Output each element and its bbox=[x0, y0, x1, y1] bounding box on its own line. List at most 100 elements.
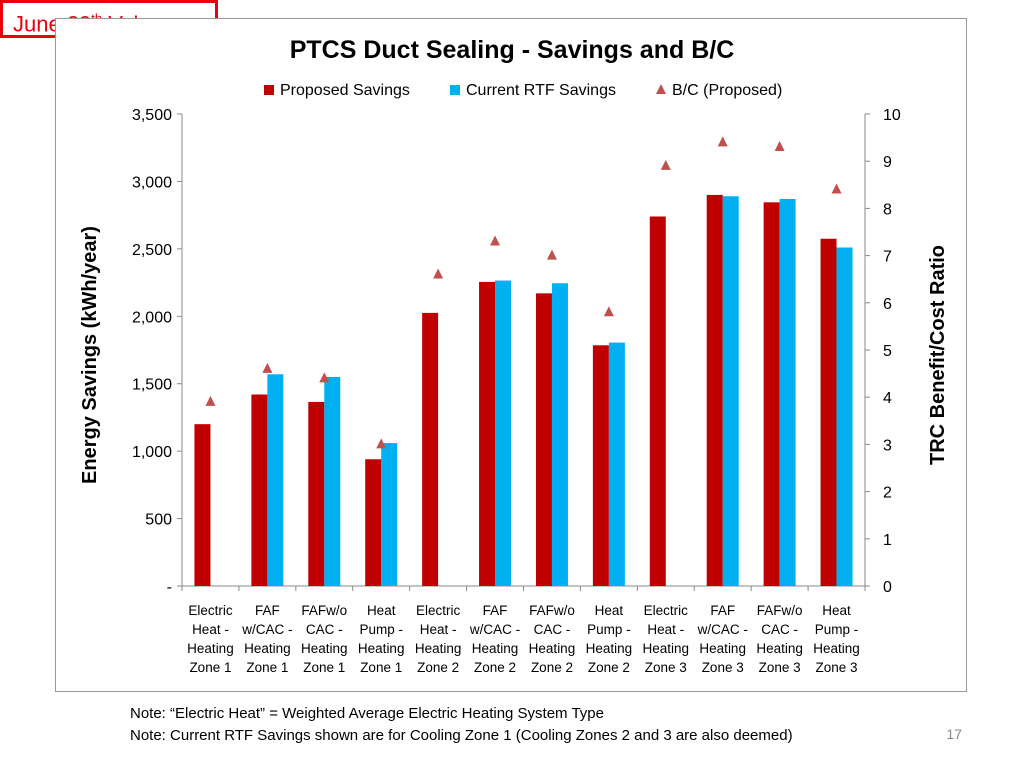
bar-current-rtf-savings bbox=[495, 280, 512, 586]
x-tick-label: w/CAC - bbox=[469, 622, 520, 637]
y-tick-label: 500 bbox=[145, 512, 172, 529]
y2-tick-label: 6 bbox=[883, 296, 892, 313]
x-tick-label: FAF bbox=[255, 603, 280, 618]
legend-label-1: Proposed Savings bbox=[280, 82, 410, 99]
x-tick-label: Zone 3 bbox=[645, 660, 687, 675]
x-tick-label: Pump - bbox=[815, 622, 859, 637]
x-tick-label: Zone 1 bbox=[303, 660, 345, 675]
marker-bc-proposed bbox=[319, 372, 330, 383]
y2-tick-label: 1 bbox=[883, 532, 892, 549]
y-tick-label: 1,000 bbox=[132, 444, 172, 461]
x-tick-label: Zone 2 bbox=[588, 660, 630, 675]
x-tick-label: Electric bbox=[644, 603, 689, 618]
bar-proposed-savings bbox=[706, 194, 723, 586]
x-tick-label: CAC - bbox=[306, 622, 343, 637]
bar-current-rtf-savings bbox=[381, 443, 398, 586]
x-tick-label: Heat - bbox=[647, 622, 684, 637]
bar-current-rtf-savings bbox=[267, 374, 284, 586]
y-tick-label: 2,000 bbox=[132, 309, 172, 326]
x-tick-label: FAFw/o bbox=[757, 603, 803, 618]
marker-bc-proposed bbox=[490, 235, 501, 246]
x-tick-label: Heating bbox=[813, 641, 860, 656]
x-tick-label: Zone 1 bbox=[189, 660, 231, 675]
marker-bc-proposed bbox=[717, 136, 728, 147]
bar-current-rtf-savings bbox=[779, 198, 796, 586]
x-tick-label: Heating bbox=[301, 641, 348, 656]
bar-current-rtf-savings bbox=[836, 247, 853, 586]
x-tick-label: Heat - bbox=[420, 622, 457, 637]
x-tick-label: Zone 1 bbox=[246, 660, 288, 675]
x-tick-label: Heating bbox=[244, 641, 291, 656]
x-tick-label: CAC - bbox=[761, 622, 798, 637]
y2-tick-label: 9 bbox=[883, 154, 892, 171]
x-tick-label: Pump - bbox=[587, 622, 631, 637]
y2-tick-label: 4 bbox=[883, 390, 892, 407]
y2-tick-label: 8 bbox=[883, 201, 892, 218]
bar-proposed-savings bbox=[479, 281, 496, 586]
y2-tick-label: 2 bbox=[883, 485, 892, 502]
marker-bc-proposed bbox=[262, 362, 273, 373]
x-tick-label: Heating bbox=[756, 641, 803, 656]
x-tick-label: Electric bbox=[416, 603, 461, 618]
x-tick-label: Zone 2 bbox=[531, 660, 573, 675]
bar-current-rtf-savings bbox=[551, 283, 568, 586]
x-tick-label: Zone 3 bbox=[702, 660, 744, 675]
y2-tick-label: 5 bbox=[883, 343, 892, 360]
y2-axis-title: TRC Benefit/Cost Ratio bbox=[927, 245, 949, 465]
x-tick-label: Zone 2 bbox=[417, 660, 459, 675]
bar-proposed-savings bbox=[194, 424, 211, 586]
y2-tick-label: 10 bbox=[883, 107, 901, 124]
x-tick-label: Heating bbox=[699, 641, 746, 656]
x-tick-label: Heating bbox=[643, 641, 690, 656]
bar-proposed-savings bbox=[649, 216, 666, 586]
bar-current-rtf-savings bbox=[324, 376, 341, 586]
y-tick-label: 2,500 bbox=[132, 242, 172, 259]
x-tick-label: Heating bbox=[529, 641, 576, 656]
x-tick-label: Heating bbox=[187, 641, 234, 656]
x-tick-label: CAC - bbox=[534, 622, 571, 637]
y2-tick-label: 7 bbox=[883, 249, 892, 266]
note-2: Note: Current RTF Savings shown are for … bbox=[130, 727, 793, 744]
marker-bc-proposed bbox=[660, 159, 671, 170]
y-tick-label: 3,500 bbox=[132, 107, 172, 124]
y2-tick-label: 3 bbox=[883, 437, 892, 454]
marker-bc-proposed bbox=[774, 141, 785, 152]
legend-label-2: Current RTF Savings bbox=[466, 82, 616, 99]
bar-proposed-savings bbox=[535, 293, 552, 586]
legend-label-3: B/C (Proposed) bbox=[672, 82, 782, 99]
x-tick-label: Heat bbox=[822, 603, 851, 618]
x-tick-label: Electric bbox=[188, 603, 233, 618]
legend-swatch-2 bbox=[450, 85, 460, 95]
note-1: Note: “Electric Heat” = Weighted Average… bbox=[130, 705, 604, 722]
marker-bc-proposed bbox=[433, 268, 444, 279]
x-tick-label: FAFw/o bbox=[529, 603, 575, 618]
legend-marker-3 bbox=[656, 84, 666, 94]
y-tick-label: - bbox=[167, 579, 172, 596]
notes: Note: “Electric Heat” = Weighted Average… bbox=[130, 703, 793, 747]
x-tick-label: FAFw/o bbox=[301, 603, 347, 618]
x-tick-label: Heating bbox=[358, 641, 405, 656]
chart-title: PTCS Duct Sealing - Savings and B/C bbox=[290, 36, 735, 64]
x-tick-label: Heating bbox=[586, 641, 633, 656]
x-tick-label: Zone 3 bbox=[759, 660, 801, 675]
x-tick-label: Heat bbox=[367, 603, 396, 618]
marker-bc-proposed bbox=[376, 438, 387, 449]
bar-current-rtf-savings bbox=[722, 196, 739, 586]
x-tick-label: Heat bbox=[595, 603, 624, 618]
legend-swatch-1 bbox=[264, 85, 274, 95]
marker-bc-proposed bbox=[205, 395, 216, 406]
x-tick-label: Heating bbox=[472, 641, 519, 656]
x-tick-label: FAF bbox=[483, 603, 508, 618]
x-tick-label: w/CAC - bbox=[697, 622, 748, 637]
x-tick-label: Heating bbox=[415, 641, 462, 656]
bar-proposed-savings bbox=[422, 312, 439, 586]
bar-proposed-savings bbox=[820, 238, 837, 586]
marker-bc-proposed bbox=[603, 306, 614, 317]
x-tick-label: FAF bbox=[710, 603, 735, 618]
x-tick-label: Zone 1 bbox=[360, 660, 402, 675]
x-tick-label: Heat - bbox=[192, 622, 229, 637]
marker-bc-proposed bbox=[546, 249, 557, 260]
x-tick-label: Zone 2 bbox=[474, 660, 516, 675]
x-tick-label: Zone 3 bbox=[816, 660, 858, 675]
